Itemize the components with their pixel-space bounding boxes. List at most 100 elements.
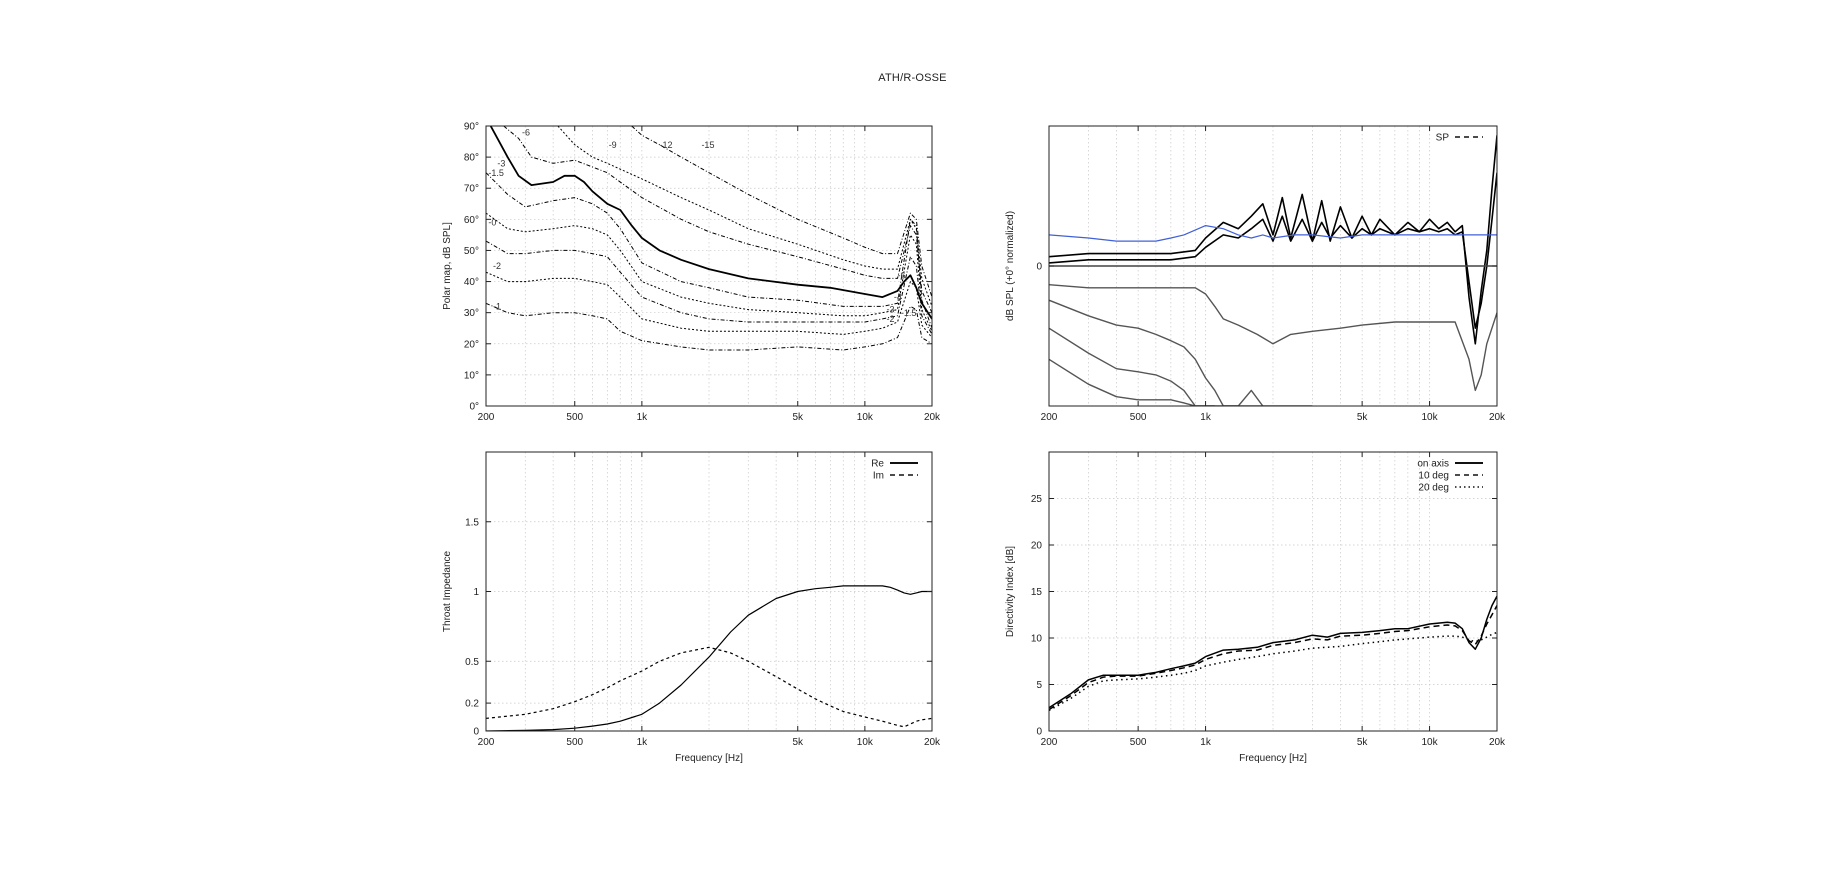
- x-tick-label: 10k: [857, 412, 874, 423]
- contour-label: -12: [660, 140, 673, 150]
- series-line-1: [1049, 172, 1497, 330]
- y-axis-label: Polar map, dB SPL]: [442, 222, 453, 310]
- series-line--2: [486, 271, 932, 338]
- x-tick-label: 500: [566, 412, 583, 423]
- grid: [486, 452, 932, 731]
- series-line--6: [489, 126, 932, 320]
- x-tick-label: 5k: [1357, 412, 1369, 423]
- series-line-6: [1049, 358, 1264, 406]
- y-tick-label: 0: [473, 727, 479, 738]
- x-tick-label: 5k: [792, 737, 804, 748]
- x-tick-label: 500: [1130, 737, 1147, 748]
- x-tick-label: 500: [1130, 412, 1147, 423]
- contour-label: -9: [609, 140, 617, 150]
- legend-label: SP: [1436, 133, 1450, 144]
- y-tick-label: 10: [1031, 634, 1043, 645]
- normalized-response-panel: 200 500 1k 5k 10k 20k 0 dB SPL (+0° normalized)…: [1005, 125, 1506, 423]
- series-line-on axis: [1049, 595, 1497, 709]
- y-tick-label: 20: [1031, 541, 1043, 552]
- series-line--15: [631, 126, 932, 298]
- x-tick-label: 1k: [1200, 737, 1212, 748]
- y-tick-label: 0: [1036, 262, 1042, 273]
- y-tick-label: 25: [1031, 494, 1043, 505]
- series-line-3: [1049, 284, 1497, 392]
- y-tick-label: 80°: [464, 153, 479, 164]
- x-tick-label: 200: [1041, 412, 1058, 423]
- contour-label: -1: [493, 302, 501, 312]
- x-tick-label: 1k: [637, 412, 649, 423]
- contour-label: -6: [897, 270, 905, 280]
- x-tick-label: 10k: [857, 737, 874, 748]
- y-tick-label: 10°: [464, 370, 479, 381]
- x-tick-label: 200: [478, 412, 495, 423]
- grid: [1049, 452, 1497, 731]
- x-axis-label: Frequency [Hz]: [1239, 753, 1307, 764]
- x-tick-label: 1k: [1200, 412, 1212, 423]
- legend-label: Re: [871, 459, 884, 470]
- y-tick-label: 90°: [464, 122, 479, 133]
- x-axis-label: Frequency [Hz]: [675, 753, 743, 764]
- series-line--9: [503, 126, 932, 313]
- y-tick-label: 70°: [464, 184, 479, 195]
- series-group: [486, 126, 932, 351]
- contour-label: -15: [701, 140, 714, 150]
- series-group: [1049, 595, 1497, 712]
- y-tick-label: 30°: [464, 308, 479, 319]
- y-tick-label: 20°: [464, 339, 479, 350]
- x-tick-label: 20k: [924, 737, 941, 748]
- series-line-20 deg: [1049, 631, 1497, 712]
- x-tick-label: 200: [1041, 737, 1058, 748]
- legend-label: Im: [873, 471, 884, 482]
- x-tick-label: 20k: [1489, 412, 1506, 423]
- series-line-Re: [486, 585, 932, 731]
- x-tick-label: 200: [478, 737, 495, 748]
- series-line-Im: [486, 646, 932, 728]
- legend-label: on axis: [1417, 459, 1449, 470]
- y-tick-label: 40°: [464, 277, 479, 288]
- series-line--3: [486, 240, 932, 335]
- contour-label: -2: [493, 261, 501, 271]
- y-axis-label: Directivity Index [dB]: [1005, 546, 1016, 637]
- x-tick-label: 10k: [1422, 412, 1439, 423]
- y-tick-label: 1.5: [465, 517, 479, 528]
- contour-label: -4: [894, 292, 902, 302]
- y-tick-label: 50°: [464, 246, 479, 257]
- contour-label: -1.5: [901, 308, 917, 318]
- series-line-2: [1049, 225, 1497, 242]
- contour-label: -2: [886, 314, 894, 324]
- legend-label: 10 deg: [1418, 471, 1449, 482]
- contour-label: -1.5: [488, 168, 504, 178]
- contour-label: -0: [488, 218, 496, 228]
- series-group: [1049, 135, 1497, 406]
- y-tick-label: 0.2: [465, 699, 479, 710]
- contour-label: -3: [497, 158, 505, 168]
- y-tick-label: 15: [1031, 587, 1043, 598]
- y-tick-label: 5: [1036, 680, 1042, 691]
- plot-frame: [485, 125, 933, 407]
- x-tick-label: 500: [566, 737, 583, 748]
- y-tick-label: 1: [473, 587, 479, 598]
- legend-label: 20 deg: [1418, 483, 1449, 494]
- x-tick-label: 20k: [1489, 737, 1506, 748]
- x-tick-label: 5k: [1357, 737, 1369, 748]
- x-tick-label: 5k: [792, 412, 804, 423]
- series-line-4: [1049, 299, 1313, 406]
- series-group: [486, 585, 932, 731]
- series-line-5: [1049, 327, 1215, 406]
- page-title: ATH/R-OSSE: [878, 72, 947, 84]
- series-line-10 deg: [1049, 605, 1497, 711]
- polar-map-panel: 200 500 1k 5k 10k 20k 0° 10° 20° 30° 40° 50° 60° 70° 8…: [442, 122, 941, 424]
- throat-impedance-panel: 200 500 1k 5k 10k 20k 0 0.2 0.5 1 1.5 Frequency [Hz…: [442, 451, 941, 764]
- y-axis-label: dB SPL (+0° normalized): [1005, 211, 1016, 321]
- y-tick-label: 0.5: [465, 657, 479, 668]
- y-tick-label: 0°: [469, 402, 479, 413]
- y-tick-label: 0: [1036, 727, 1042, 738]
- x-tick-label: 10k: [1422, 737, 1439, 748]
- series-line--5: [486, 172, 932, 329]
- x-tick-label: 20k: [924, 412, 941, 423]
- y-axis-label: Throat Impedance: [442, 550, 453, 632]
- series-line--4: [486, 212, 932, 332]
- contour-label: -3: [886, 305, 894, 315]
- series-line--12: [557, 126, 932, 307]
- x-tick-label: 1k: [637, 737, 649, 748]
